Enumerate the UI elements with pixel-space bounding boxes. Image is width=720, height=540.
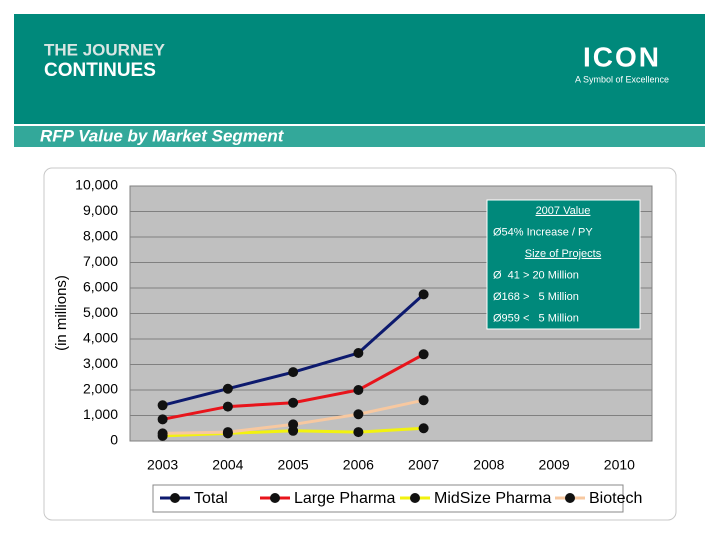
y-axis-label: (in millions): [53, 275, 70, 351]
section-title: RFP Value by Market Segment: [40, 126, 285, 145]
y-tick-label: 10,000: [75, 177, 118, 193]
legend-label: Biotech: [589, 490, 642, 507]
header-band: [14, 14, 705, 124]
legend-marker: [170, 493, 180, 503]
annotation-text: Size of Projects: [525, 248, 602, 260]
annotation-text: Ø 41 > 20 Million: [493, 269, 579, 281]
header-title: THE JOURNEY: [44, 40, 166, 59]
section-band: [14, 126, 705, 147]
annotation-text: 2007 Value: [536, 205, 591, 217]
y-tick-label: 3,000: [83, 355, 118, 371]
logo: ICON: [583, 41, 661, 72]
x-tick-label: 2009: [539, 457, 570, 473]
data-point: [222, 383, 233, 394]
x-tick-label: 2010: [604, 457, 635, 473]
data-point: [353, 409, 364, 420]
legend-marker: [270, 493, 280, 503]
data-point: [353, 427, 364, 438]
legend-marker: [565, 493, 575, 503]
data-point: [288, 397, 299, 408]
data-point: [157, 400, 168, 411]
y-tick-label: 8,000: [83, 228, 118, 244]
legend-label: MidSize Pharma: [434, 490, 551, 507]
header-title: CONTINUES: [44, 60, 156, 81]
x-tick-label: 2006: [343, 457, 374, 473]
y-tick-label: 2,000: [83, 381, 118, 397]
y-tick-label: 4,000: [83, 330, 118, 346]
data-point: [157, 414, 168, 425]
tagline: A Symbol of Excellence: [575, 74, 669, 84]
y-tick-label: 5,000: [83, 304, 118, 320]
data-point: [418, 395, 429, 406]
legend-box: [152, 484, 624, 513]
x-tick-label: 2008: [473, 457, 504, 473]
data-point: [288, 367, 299, 378]
x-tick-label: 2005: [278, 457, 309, 473]
data-point: [353, 348, 364, 359]
y-tick-label: 9,000: [83, 202, 118, 218]
annotation-text: Ø54% Increase / PY: [493, 226, 593, 238]
x-tick-label: 2007: [408, 457, 439, 473]
data-point: [418, 423, 429, 434]
y-tick-label: 1,000: [83, 406, 118, 422]
data-point: [222, 401, 233, 412]
annotation-box: [486, 199, 641, 330]
legend-label: Large Pharma: [294, 490, 395, 507]
data-point: [288, 419, 299, 430]
data-point: [418, 349, 429, 360]
data-point: [418, 289, 429, 300]
legend-marker: [410, 493, 420, 503]
data-point: [353, 385, 364, 395]
x-tick-label: 2003: [147, 457, 178, 473]
x-tick-label: 2004: [212, 457, 243, 473]
data-point: [157, 428, 168, 439]
annotation-text: Ø959 < 5 Million: [493, 312, 579, 324]
y-tick-label: 6,000: [83, 279, 118, 295]
annotation-text: Ø168 > 5 Million: [493, 291, 579, 303]
y-tick-label: 0: [110, 432, 118, 448]
data-point: [222, 427, 233, 438]
y-tick-label: 7,000: [83, 253, 118, 269]
legend-label: Total: [194, 490, 228, 507]
